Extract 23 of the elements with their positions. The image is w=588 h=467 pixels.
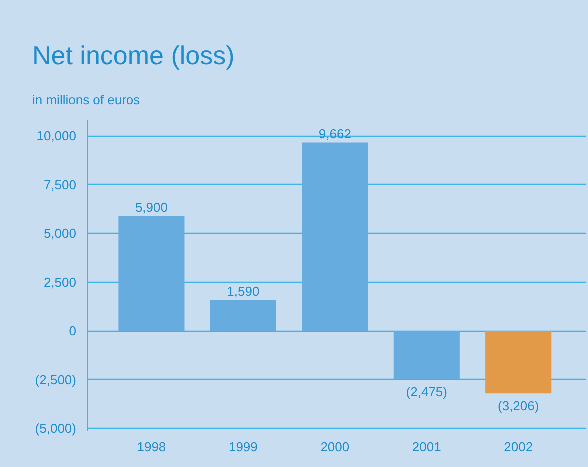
y-tick-label: 2,500 — [44, 274, 77, 290]
bar — [210, 300, 276, 332]
y-tick-label: 5,000 — [44, 226, 77, 242]
y-tick-label: 10,000 — [36, 128, 77, 144]
bar — [394, 331, 460, 380]
bar — [486, 331, 552, 394]
bar — [302, 142, 368, 332]
x-tick-label: 2002 — [504, 440, 534, 454]
x-tick-label: 2000 — [320, 440, 350, 454]
x-tick-label: 2001 — [412, 440, 442, 454]
y-tick-label: (2,500) — [35, 372, 77, 388]
y-tick-label: (5,000) — [35, 421, 77, 436]
y-tick-label: 7,500 — [44, 177, 77, 192]
data-label: (2,475) — [406, 384, 448, 400]
data-label: 5,900 — [135, 200, 168, 216]
data-label: (3,206) — [498, 398, 540, 414]
y-tick-label: 0 — [69, 324, 77, 339]
chart-title: Net income (loss) — [32, 40, 235, 70]
bar — [118, 216, 185, 332]
x-tick-label: 1998 — [137, 440, 166, 454]
x-tick-label: 1999 — [228, 440, 258, 454]
data-label: 1,590 — [227, 284, 260, 300]
chart-subtitle: in millions of euros — [32, 92, 141, 108]
